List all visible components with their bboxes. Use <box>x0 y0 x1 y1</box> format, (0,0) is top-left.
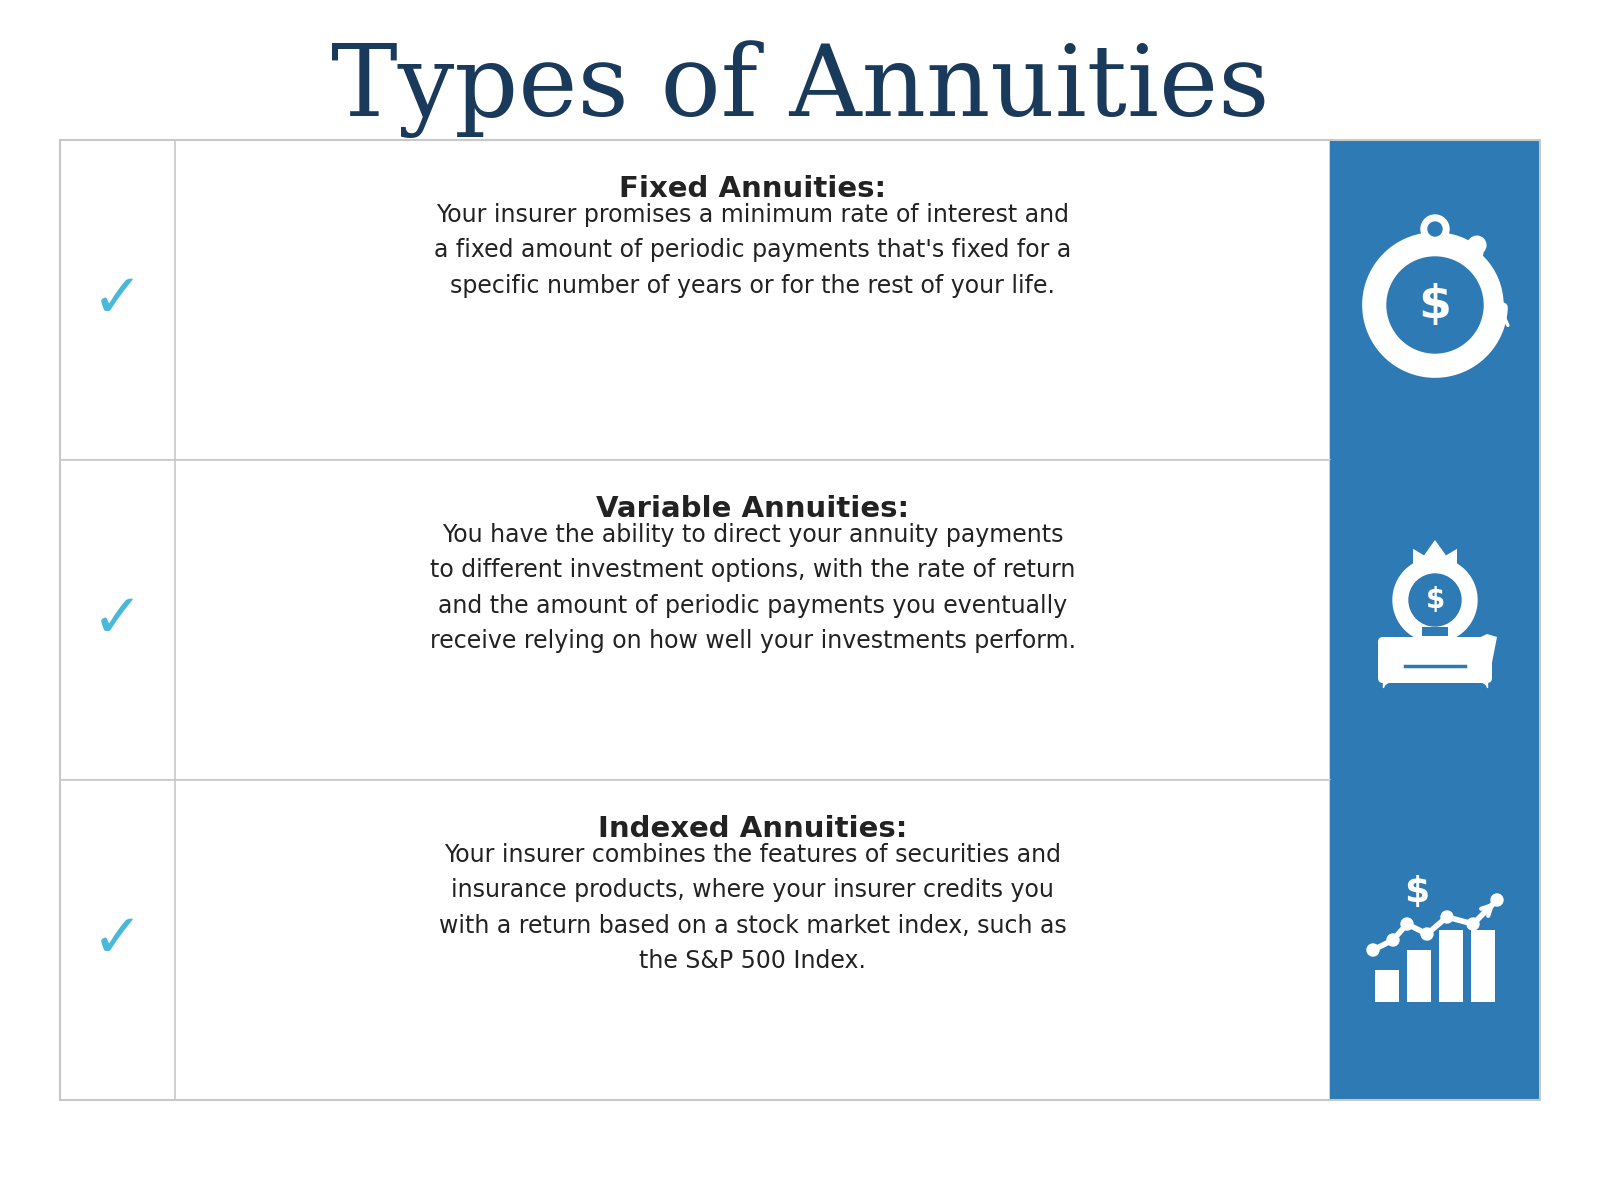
Text: Indexed Annuities:: Indexed Annuities: <box>598 815 907 843</box>
Text: $: $ <box>1405 875 1430 909</box>
FancyBboxPatch shape <box>1330 140 1539 460</box>
Circle shape <box>1394 558 1477 642</box>
Circle shape <box>1366 237 1502 373</box>
Text: Types of Annuities: Types of Annuities <box>331 40 1269 137</box>
Polygon shape <box>1413 540 1458 562</box>
Text: ✓: ✓ <box>91 270 142 329</box>
Circle shape <box>1429 222 1442 236</box>
Text: $: $ <box>1419 282 1451 327</box>
Circle shape <box>1467 236 1486 255</box>
Text: You have the ability to direct your annuity payments
to different investment opt: You have the ability to direct your annu… <box>429 523 1075 653</box>
Circle shape <box>1467 918 1478 930</box>
Circle shape <box>1387 934 1398 946</box>
Circle shape <box>1421 214 1450 243</box>
Text: $: $ <box>1426 587 1445 614</box>
FancyBboxPatch shape <box>1374 971 1398 1003</box>
FancyBboxPatch shape <box>61 460 1539 780</box>
Circle shape <box>1387 257 1483 353</box>
FancyBboxPatch shape <box>61 780 1539 1100</box>
Text: ✓: ✓ <box>91 590 142 649</box>
FancyBboxPatch shape <box>1438 930 1462 1003</box>
Text: Variable Annuities:: Variable Annuities: <box>595 495 909 523</box>
Circle shape <box>1491 893 1502 907</box>
Text: Your insurer combines the features of securities and
insurance products, where y: Your insurer combines the features of se… <box>438 843 1066 973</box>
FancyBboxPatch shape <box>61 140 1539 460</box>
Polygon shape <box>1470 634 1498 678</box>
Text: Your insurer promises a minimum rate of interest and
a fixed amount of periodic : Your insurer promises a minimum rate of … <box>434 203 1070 297</box>
FancyBboxPatch shape <box>1406 950 1430 1003</box>
Circle shape <box>1410 574 1461 626</box>
FancyBboxPatch shape <box>1422 627 1448 636</box>
Circle shape <box>1402 918 1413 930</box>
Text: Fixed Annuities:: Fixed Annuities: <box>619 175 886 203</box>
Circle shape <box>1442 911 1453 923</box>
FancyBboxPatch shape <box>1470 930 1494 1003</box>
FancyBboxPatch shape <box>1413 556 1458 566</box>
FancyBboxPatch shape <box>1330 780 1539 1100</box>
FancyBboxPatch shape <box>1330 460 1539 780</box>
Circle shape <box>1366 944 1379 956</box>
Circle shape <box>1421 928 1434 940</box>
FancyBboxPatch shape <box>1378 638 1493 683</box>
Text: ✓: ✓ <box>91 910 142 969</box>
